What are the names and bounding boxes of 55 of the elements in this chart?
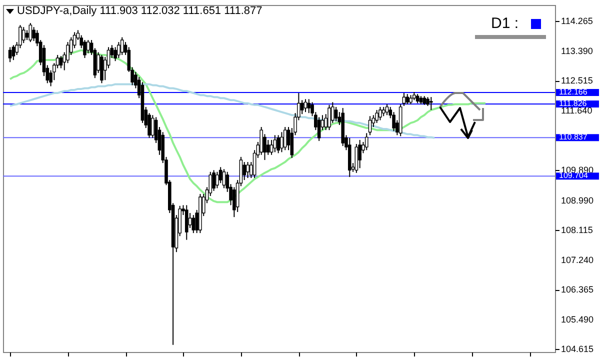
candlestick <box>188 212 192 228</box>
candlestick <box>368 116 372 136</box>
candlestick <box>192 214 196 234</box>
y-tick-label: 104.615 <box>561 344 594 354</box>
candlestick <box>304 98 308 113</box>
candlestick <box>246 162 250 178</box>
candlestick <box>8 46 12 63</box>
candlestick <box>242 162 246 181</box>
candlestick <box>406 94 410 105</box>
candlestick <box>22 26 26 44</box>
candlestick <box>378 106 382 121</box>
ref-line-label: 110.837 <box>559 132 588 142</box>
y-tick-label: 105.490 <box>561 314 594 324</box>
candlestick <box>263 134 266 160</box>
candlestick <box>364 132 368 151</box>
candlestick <box>382 106 386 117</box>
y-tick-label: 108.115 <box>561 225 593 236</box>
y-tick-label: 107.240 <box>561 254 594 265</box>
candlestick <box>334 106 338 122</box>
candlestick <box>429 96 433 110</box>
candlestick <box>358 139 362 169</box>
candlestick <box>100 54 104 84</box>
candlestick <box>354 144 358 174</box>
y-tick-label: 112.515 <box>561 76 593 86</box>
text: D1 : <box>491 15 519 32</box>
candlestick <box>120 36 124 56</box>
candlestick <box>409 94 412 105</box>
y-tick-label: 114.265 <box>561 16 593 26</box>
candlestick <box>32 26 36 42</box>
candlestick <box>216 171 219 189</box>
ref-line-label: 112.166 <box>559 87 588 96</box>
ref-line-label: 109.704 <box>559 171 588 180</box>
candlestick <box>117 42 120 59</box>
candlestick <box>375 110 378 124</box>
candlestick <box>28 22 32 43</box>
candlestick <box>218 166 222 184</box>
candlestick <box>385 104 389 116</box>
candlestick <box>307 98 311 114</box>
y-tick-label: 113.390 <box>561 46 593 56</box>
candlestick <box>266 139 270 156</box>
y-tick-label: 106.365 <box>561 284 594 295</box>
candlestick <box>328 104 331 131</box>
y-tick-label: 108.990 <box>561 195 594 206</box>
candlestick <box>283 126 287 151</box>
chart-title: USDJPY-a,Daily 111.903 112.032 111.651 111.877 <box>17 5 262 17</box>
candlestick <box>222 168 226 189</box>
candlestick <box>12 44 16 61</box>
candlestick <box>270 139 274 156</box>
candlestick <box>276 134 280 154</box>
candlestick <box>86 40 90 54</box>
candlestick <box>184 204 188 240</box>
candlestick <box>416 94 420 104</box>
candlestick <box>300 100 304 115</box>
candlestick <box>59 55 63 69</box>
candlestick <box>273 134 277 153</box>
